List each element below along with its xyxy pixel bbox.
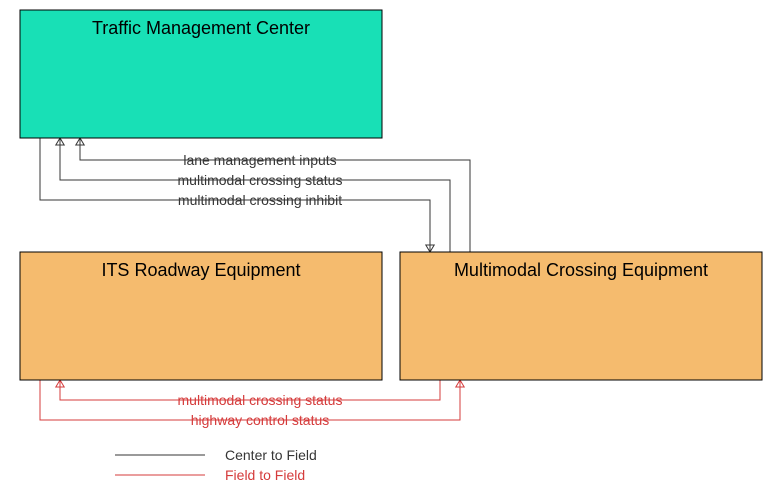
flow-label-lane_mgmt_inputs: lane management inputs	[183, 152, 336, 168]
legend-label-1: Field to Field	[225, 467, 305, 483]
flow-label-highway_control_status: highway control status	[191, 412, 330, 428]
legend-label-0: Center to Field	[225, 447, 317, 463]
node-tmc: Traffic Management Center	[20, 10, 382, 138]
nodes-layer: Traffic Management Center ITS Roadway Equ…	[20, 10, 762, 380]
node-label-its: ITS Roadway Equipment	[101, 260, 300, 280]
node-mce: Multimodal Crossing Equipment	[400, 252, 762, 380]
flow-label-mm_crossing_inhibit: multimodal crossing inhibit	[178, 192, 342, 208]
node-label-mce: Multimodal Crossing Equipment	[454, 260, 708, 280]
legend: Center to Field Field to Field	[115, 447, 317, 483]
node-its: ITS Roadway Equipment	[20, 252, 382, 380]
flow-label-mm_crossing_status_top: multimodal crossing status	[178, 172, 343, 188]
node-label-tmc: Traffic Management Center	[92, 18, 310, 38]
architecture-diagram: lane management inputs multimodal crossin…	[0, 0, 783, 504]
flow-mm_crossing_status_bottom: multimodal crossing status	[56, 380, 440, 408]
flow-label-mm_crossing_status_bottom: multimodal crossing status	[178, 392, 343, 408]
